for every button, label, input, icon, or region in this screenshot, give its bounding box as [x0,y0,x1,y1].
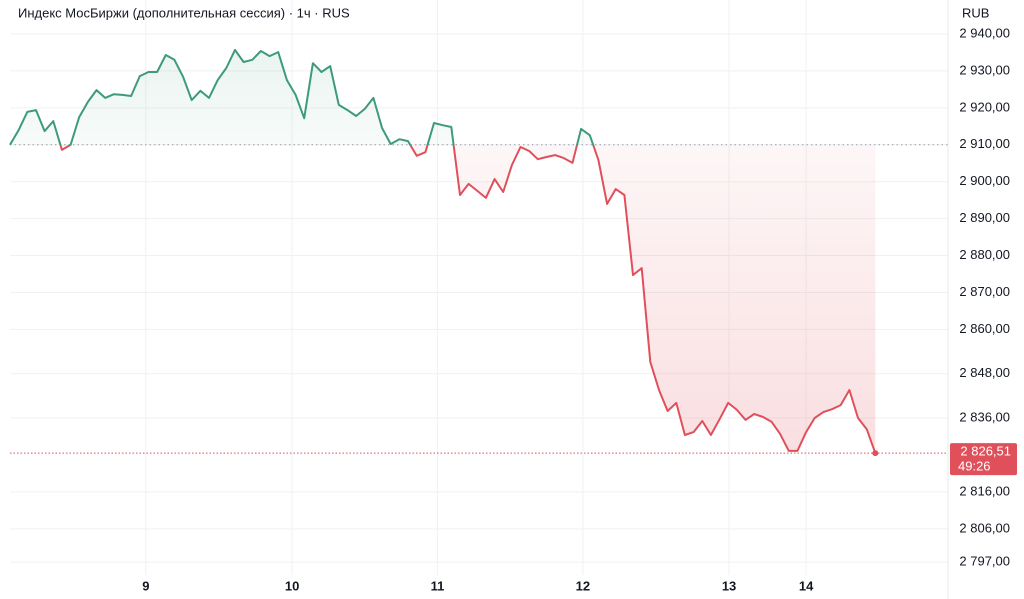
y-tick-label: 2 910,00 [959,136,1010,151]
y-tick-label: 2 900,00 [959,173,1010,188]
y-tick-label: 2 870,00 [959,284,1010,299]
y-tick-label: 2 816,00 [959,483,1010,498]
plot [9,48,948,457]
last-price-badge [950,443,1017,476]
x-tick-label: 10 [285,578,299,593]
x-tick-label: 14 [799,578,814,593]
last-price-label: 2 826,51 [960,444,1011,459]
y-tick-label: 2 836,00 [959,409,1010,424]
y-tick-label: 2 890,00 [959,210,1010,225]
x-tick-label: 12 [576,578,590,593]
x-tick-label: 13 [722,578,736,593]
area [10,49,876,454]
currency-label: RUB [962,5,989,20]
y-tick-label: 2 806,00 [959,520,1010,535]
y-tick-label: 2 797,00 [959,554,1010,569]
y-tick-label: 2 880,00 [959,247,1010,262]
y-tick-label: 2 940,00 [959,25,1010,40]
y-tick-label: 2 920,00 [959,99,1010,114]
countdown-label: 49:26 [958,459,991,474]
x-tick-label: 11 [431,578,445,593]
last-point [872,450,879,457]
y-tick-label: 2 860,00 [959,321,1010,336]
chart-title: Индекс МосБиржи (дополнительная сессия) … [18,5,350,20]
y-tick-label: 2 848,00 [959,365,1010,380]
y-tick-label: 2 930,00 [959,62,1010,77]
price-line [9,48,877,454]
grid [10,0,948,575]
x-tick-label: 9 [142,578,149,593]
